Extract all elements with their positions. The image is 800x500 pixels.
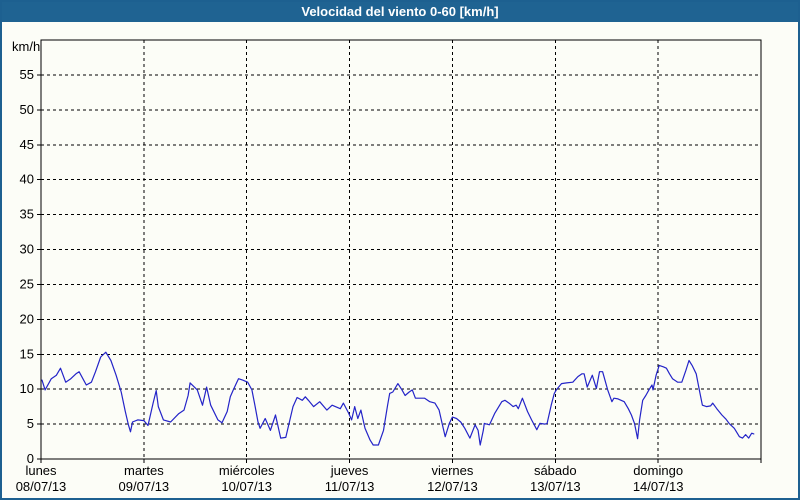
x-axis-day-label: lunes xyxy=(25,463,57,478)
y-axis-label: 10 xyxy=(20,381,34,396)
y-axis-label: 30 xyxy=(20,242,34,257)
y-axis-label: 55 xyxy=(20,67,34,82)
y-axis-label: 5 xyxy=(27,416,34,431)
y-axis-label: 15 xyxy=(20,346,34,361)
chart-area: km/h 0 5 10 15 20 25 30 35 40 45 50 55 lunes 08/07/13 m… xyxy=(2,22,798,498)
y-axis-unit-label: km/h xyxy=(12,39,40,54)
x-axis-day-label: viernes xyxy=(431,463,473,478)
y-axis-label: 50 xyxy=(20,102,34,117)
x-axis-date-label: 14/07/13 xyxy=(633,479,684,494)
x-axis-date-label: 12/07/13 xyxy=(427,479,478,494)
window-title: Velocidad del viento 0-60 [km/h] xyxy=(301,4,499,19)
y-axis-label: 0 xyxy=(27,451,34,466)
x-axis-date-label: 10/07/13 xyxy=(221,479,272,494)
y-axis-label: 25 xyxy=(20,276,34,291)
x-axis-day-label: miércoles xyxy=(219,463,275,478)
x-axis-date-label: 11/07/13 xyxy=(325,479,375,494)
x-axis-date-label: 09/07/13 xyxy=(119,479,170,494)
x-axis-day-label: sábado xyxy=(534,463,577,478)
x-axis-day-label: martes xyxy=(124,463,164,478)
y-axis-label: 20 xyxy=(20,311,34,326)
y-axis-label: 35 xyxy=(20,207,34,222)
x-axis-day-label: jueves xyxy=(330,463,369,478)
title-bar: Velocidad del viento 0-60 [km/h] xyxy=(2,2,798,22)
x-axis-date-label: 08/07/13 xyxy=(16,479,67,494)
y-axis-label: 40 xyxy=(20,172,34,187)
y-axis-label: 45 xyxy=(20,137,34,152)
x-axis-date-label: 13/07/13 xyxy=(530,479,581,494)
x-axis-day-label: domingo xyxy=(633,463,683,478)
wind-speed-line xyxy=(41,351,755,446)
